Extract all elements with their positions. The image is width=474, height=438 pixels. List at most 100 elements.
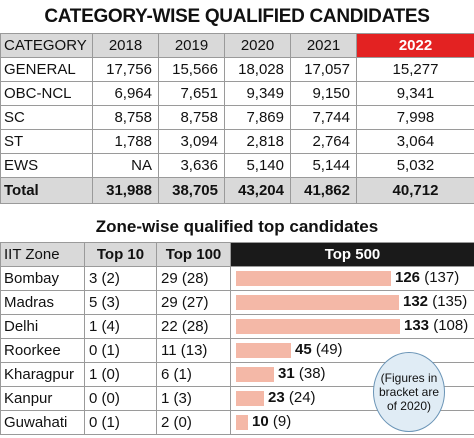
- top500-cell: 133 (108): [230, 314, 474, 339]
- top100-cell: 29 (28): [156, 266, 231, 291]
- header-year: 2018: [92, 33, 159, 58]
- table-row: OBC-NCL 6,964 7,651 9,349 9,150 9,341: [0, 81, 474, 106]
- top500-value: 31: [278, 365, 295, 382]
- table-cell: 9,349: [224, 81, 291, 106]
- page-title: CATEGORY-WISE QUALIFIED CANDIDATES: [44, 6, 430, 27]
- header-top500: Top 500: [230, 242, 474, 267]
- top500-prev-value: (38): [298, 365, 326, 382]
- zone-table: IIT Zone Top 10 Top 100 Top 500 Bombay 3 …: [0, 242, 474, 435]
- table-row: GENERAL 17,756 15,566 18,028 17,057 15,2…: [0, 57, 474, 82]
- top500-bar: [236, 391, 264, 406]
- top500-value-label: 45 (49): [295, 340, 343, 362]
- table-row: Kanpur 0 (0) 1 (3) 23 (24): [0, 386, 474, 411]
- top500-bar: [236, 343, 291, 358]
- zone-label: Kharagpur: [0, 362, 85, 387]
- top500-bar: [236, 271, 391, 286]
- header-year: 2019: [158, 33, 225, 58]
- top500-prev-value: (24): [288, 389, 316, 406]
- category-label: OBC-NCL: [0, 81, 93, 106]
- table-cell: 8,758: [158, 105, 225, 130]
- top500-value-label: 133 (108): [404, 316, 469, 338]
- table-cell: 18,028: [224, 57, 291, 82]
- top500-value: 23: [268, 389, 285, 406]
- top500-prev-value: (108): [433, 317, 469, 334]
- footnote-bubble: (Figures in bracket are of 2020): [373, 352, 445, 432]
- table-cell: 2,764: [290, 129, 357, 154]
- category-label: ST: [0, 129, 93, 154]
- top500-bar: [236, 367, 274, 382]
- header-year: 2021: [290, 33, 357, 58]
- table-cell: 15,277: [356, 57, 474, 82]
- table-row: Madras 5 (3) 29 (27) 132 (135): [0, 290, 474, 315]
- top500-value: 132: [403, 293, 429, 310]
- top100-cell: 29 (27): [156, 290, 231, 315]
- category-label: SC: [0, 105, 93, 130]
- table-cell: 17,057: [290, 57, 357, 82]
- top10-cell: 0 (1): [84, 410, 157, 435]
- top500-cell: 45 (49): [230, 338, 474, 363]
- category-label: GENERAL: [0, 57, 93, 82]
- top500-bar: [236, 319, 400, 334]
- table-cell: 3,094: [158, 129, 225, 154]
- top500-cell: 126 (137): [230, 266, 474, 291]
- table-cell: 15,566: [158, 57, 225, 82]
- total-row: Total 31,988 38,705 43,204 41,862 40,712: [0, 177, 474, 204]
- table-row: ST 1,788 3,094 2,818 2,764 3,064: [0, 129, 474, 154]
- table-cell: 7,651: [158, 81, 225, 106]
- table-cell: NA: [92, 153, 159, 178]
- table-cell: 3,636: [158, 153, 225, 178]
- header-category: CATEGORY: [0, 33, 93, 58]
- table-cell: 7,869: [224, 105, 291, 130]
- header-zone: IIT Zone: [0, 242, 85, 267]
- table-row: SC 8,758 8,758 7,869 7,744 7,998: [0, 105, 474, 130]
- zone-label: Delhi: [0, 314, 85, 339]
- category-table: CATEGORY 2018 2019 2020 2021 2022 GENERA…: [0, 33, 474, 204]
- top10-cell: 1 (0): [84, 362, 157, 387]
- table-cell: 7,998: [356, 105, 474, 130]
- top500-value: 10: [252, 413, 269, 430]
- top10-cell: 3 (2): [84, 266, 157, 291]
- total-label: Total: [0, 177, 93, 204]
- top10-cell: 0 (0): [84, 386, 157, 411]
- top500-prev-value: (135): [432, 293, 468, 310]
- table-cell: 8,758: [92, 105, 159, 130]
- zone-label: Guwahati: [0, 410, 85, 435]
- top500-prev-value: (9): [272, 413, 292, 430]
- table-cell: 9,150: [290, 81, 357, 106]
- total-cell: 43,204: [224, 177, 291, 204]
- top500-value-label: 31 (38): [278, 364, 326, 386]
- header-year: 2020: [224, 33, 291, 58]
- top100-cell: 22 (28): [156, 314, 231, 339]
- top500-bar: [236, 415, 248, 430]
- section-subtitle: Zone-wise qualified top candidates: [95, 217, 379, 236]
- top10-cell: 0 (1): [84, 338, 157, 363]
- top500-cell: 132 (135): [230, 290, 474, 315]
- table-cell: 1,788: [92, 129, 159, 154]
- category-table-header: CATEGORY 2018 2019 2020 2021 2022: [0, 33, 474, 58]
- total-cell: 41,862: [290, 177, 357, 204]
- table-cell: 2,818: [224, 129, 291, 154]
- total-cell: 40,712: [356, 177, 474, 204]
- category-label: EWS: [0, 153, 93, 178]
- table-cell: 5,140: [224, 153, 291, 178]
- top500-value: 126: [395, 269, 421, 286]
- top100-cell: 2 (0): [156, 410, 231, 435]
- table-cell: 3,064: [356, 129, 474, 154]
- table-row: Kharagpur 1 (0) 6 (1) 31 (38): [0, 362, 474, 387]
- top10-cell: 5 (3): [84, 290, 157, 315]
- top500-value: 45: [295, 341, 312, 358]
- header-year-highlight: 2022: [356, 33, 474, 58]
- zone-table-header: IIT Zone Top 10 Top 100 Top 500: [0, 242, 474, 267]
- top500-value-label: 10 (9): [252, 412, 292, 434]
- zone-label: Roorkee: [0, 338, 85, 363]
- zone-label: Madras: [0, 290, 85, 315]
- top10-cell: 1 (4): [84, 314, 157, 339]
- zone-label: Bombay: [0, 266, 85, 291]
- top100-cell: 11 (13): [156, 338, 231, 363]
- table-cell: 6,964: [92, 81, 159, 106]
- table-cell: 17,756: [92, 57, 159, 82]
- top500-value-label: 23 (24): [268, 388, 316, 410]
- table-row: Guwahati 0 (1) 2 (0) 10 (9): [0, 410, 474, 435]
- table-row: Roorkee 0 (1) 11 (13) 45 (49): [0, 338, 474, 363]
